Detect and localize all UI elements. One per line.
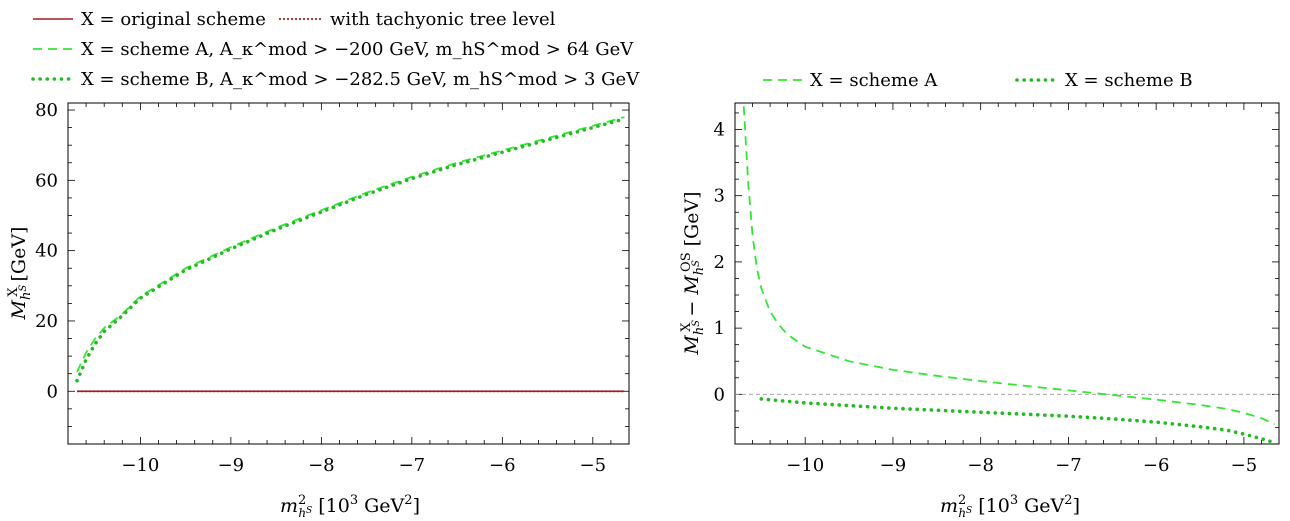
chart-right-frame bbox=[735, 103, 1279, 444]
chart-left-xtick-label: −9 bbox=[218, 455, 245, 476]
chart-left-xtick-label: −6 bbox=[489, 455, 516, 476]
chart-right-xtick-label: −10 bbox=[786, 455, 824, 476]
chart-right-series-schemeB bbox=[761, 399, 1274, 443]
chart-left-ylabel: MhSX[GeV] bbox=[6, 227, 34, 321]
chart-right-xtick-label: −5 bbox=[1231, 455, 1258, 476]
chart-left-frame bbox=[68, 103, 629, 444]
chart-right-xtick-label: −8 bbox=[967, 455, 994, 476]
chart-left-xtick-label: −7 bbox=[399, 455, 426, 476]
chart-left-series-schemeA bbox=[77, 117, 624, 372]
chart-left-ticks: −10 −9 −8 −7 −6 −5 0 20 40 60 80 bbox=[35, 100, 629, 476]
chart-left-ytick-label: 20 bbox=[35, 311, 58, 332]
chart-right-ytick-label: 1 bbox=[714, 318, 725, 339]
legend-top: X = original scheme with tachyonic tree … bbox=[33, 9, 640, 90]
chart-right: −10 −9 −8 −7 −6 −5 0 1 2 3 4 MhSX− MhSOS[GeV] m2 hS… bbox=[679, 103, 1279, 520]
legend-right: X = scheme A X = scheme B bbox=[763, 70, 1193, 91]
chart-right-series-schemeA bbox=[744, 106, 1275, 424]
chart-left-ytick-label: 0 bbox=[47, 381, 58, 402]
legend-top-tachyonic-text: with tachyonic tree level bbox=[330, 9, 556, 30]
chart-left: −10 −9 −8 −7 −6 −5 0 20 40 60 80 MhSX[GeV] m2 hS [10… bbox=[6, 100, 629, 520]
chart-right-ytick-label: 2 bbox=[714, 252, 725, 273]
chart-left-xtick-label: −8 bbox=[308, 455, 335, 476]
chart-right-ytick-label: 4 bbox=[714, 119, 725, 140]
chart-left-ytick-label: 60 bbox=[35, 170, 58, 191]
legend-right-schemeA-text: X = scheme A bbox=[810, 70, 938, 91]
chart-left-xtick-label: −10 bbox=[121, 455, 159, 476]
legend-top-schemeA-text: X = scheme A, A_κ^mod > −200 GeV, m_hS^m… bbox=[81, 39, 634, 60]
chart-right-xtick-label: −6 bbox=[1143, 455, 1170, 476]
chart-right-ytick-label: 3 bbox=[714, 186, 725, 207]
chart-right-series bbox=[735, 106, 1279, 442]
chart-left-series-schemeB bbox=[77, 119, 624, 381]
chart-right-xlabel: m2 hS [103 GeV2] bbox=[940, 493, 1080, 520]
chart-left-xtick-label: −5 bbox=[580, 455, 607, 476]
chart-left-series bbox=[77, 117, 624, 391]
chart-right-ytick-label: 0 bbox=[714, 384, 725, 405]
chart-left-ytick-label: 80 bbox=[35, 100, 58, 121]
legend-right-schemeB-text: X = scheme B bbox=[1065, 70, 1193, 91]
chart-left-xlabel: m2 hS [103 GeV2] bbox=[280, 493, 420, 520]
chart-right-ylabel: MhSX− MhSOS[GeV] bbox=[679, 191, 707, 355]
chart-left-ytick-label: 40 bbox=[35, 241, 58, 262]
chart-right-xtick-label: −7 bbox=[1055, 455, 1082, 476]
legend-top-schemeB-text: X = scheme B, A_κ^mod > −282.5 GeV, m_hS… bbox=[81, 69, 640, 90]
chart-right-ticks: −10 −9 −8 −7 −6 −5 0 1 2 3 4 bbox=[714, 103, 1279, 476]
legend-top-original-text: X = original scheme bbox=[81, 9, 266, 30]
chart-right-xtick-label: −9 bbox=[880, 455, 907, 476]
